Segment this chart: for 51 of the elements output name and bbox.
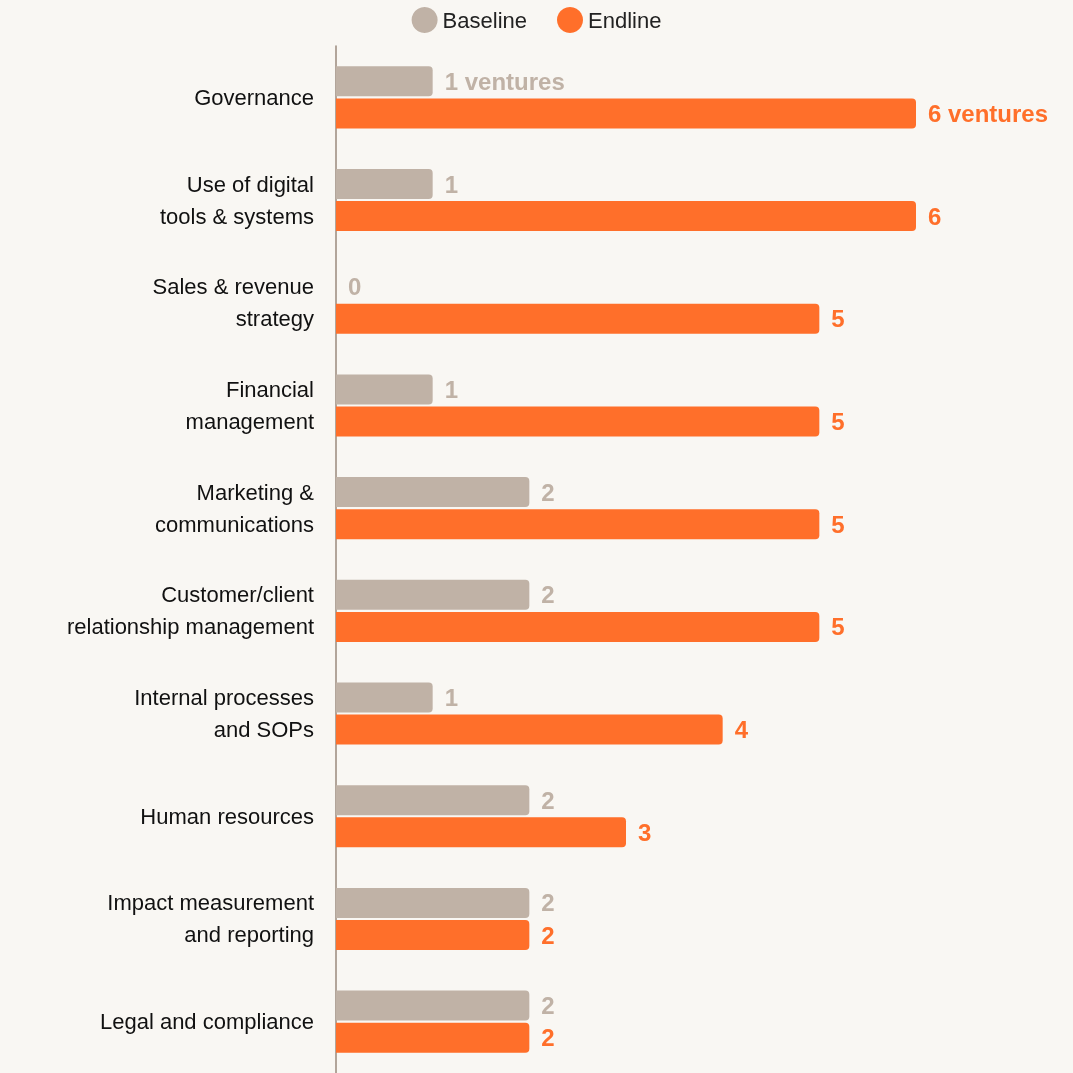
bar — [336, 98, 916, 129]
data-label: 1 — [444, 375, 459, 403]
y-tick-label: Financial management — [185, 376, 314, 434]
data-label: 2 — [541, 478, 555, 506]
data-label: 2 — [541, 921, 555, 949]
bar — [336, 1022, 530, 1053]
bar — [336, 682, 433, 713]
data-label: 1 ventures — [444, 67, 565, 95]
data-label: 5 — [831, 305, 845, 333]
data-label: 5 — [831, 510, 845, 538]
y-tick-label: Impact measurement and reporting — [107, 890, 314, 948]
bar — [336, 785, 530, 816]
y-tick-label: Use of digital tools & systems — [159, 171, 314, 229]
data-label: 1 — [444, 170, 459, 198]
y-tick-label: Human resources — [140, 803, 314, 829]
bar — [336, 201, 916, 232]
y-tick-label: Governance — [194, 84, 314, 110]
data-label: 2 — [541, 992, 555, 1020]
bar — [336, 374, 433, 405]
bar — [336, 509, 820, 540]
y-tick-label: Sales & revenue strategy — [152, 274, 314, 332]
y-tick-label: Customer/client relationship management — [66, 582, 314, 640]
data-label: 6 — [928, 202, 942, 230]
legend-label: Baseline — [442, 7, 527, 33]
data-label: 5 — [831, 408, 845, 435]
bar — [336, 579, 530, 610]
data-label: 1 — [444, 684, 459, 711]
bar — [336, 477, 530, 508]
bar — [336, 714, 723, 745]
legend-label: Endline — [588, 7, 662, 33]
bar — [336, 990, 530, 1021]
data-label: 3 — [638, 818, 652, 846]
y-tick-label: Internal processes and SOPs — [134, 685, 314, 743]
y-tick-label: Legal and compliance — [99, 1009, 314, 1035]
bar — [336, 303, 820, 334]
data-label: 2 — [541, 1024, 555, 1052]
bar — [336, 920, 530, 950]
bar — [336, 611, 820, 642]
data-label: 2 — [541, 889, 555, 917]
bar — [336, 66, 433, 97]
data-label: 0 — [348, 273, 362, 301]
bar — [336, 169, 433, 199]
data-label: 6 ventures — [928, 99, 1049, 127]
data-label: 2 — [541, 786, 555, 814]
bar — [336, 887, 530, 918]
y-tick-label: Marketing & communications — [155, 479, 315, 537]
data-label: 4 — [734, 716, 749, 744]
bar — [336, 406, 820, 437]
data-label: 2 — [541, 581, 555, 609]
data-label: 5 — [831, 613, 845, 641]
bar — [336, 817, 626, 848]
